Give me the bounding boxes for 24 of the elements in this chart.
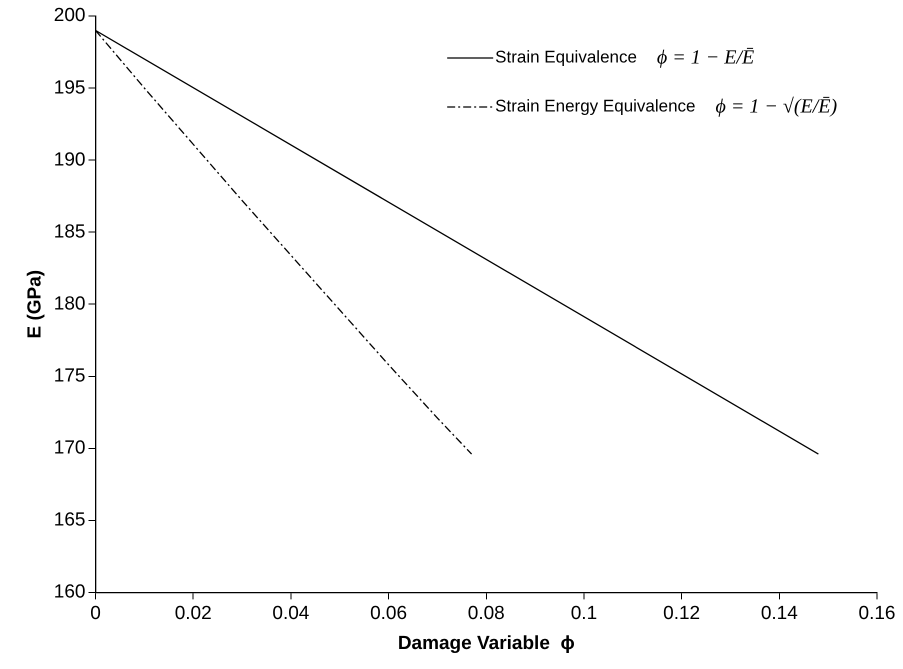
y-tick-label: 175 (54, 365, 86, 386)
x-tick-label: 0.12 (663, 603, 700, 624)
y-tick-label: 195 (54, 77, 86, 98)
legend-label: Strain Energy Equivalence (495, 96, 696, 116)
x-tick-label: 0.16 (858, 603, 896, 624)
y-tick-label: 170 (54, 438, 86, 459)
x-tick-label: 0 (90, 603, 101, 624)
x-tick-label: 0.04 (272, 603, 310, 624)
annotation: ϕ = 1 − √(E/Ē) (716, 95, 838, 118)
y-tick-label: 180 (54, 293, 86, 314)
x-tick-label: 0.08 (468, 603, 505, 624)
legend-label: Strain Equivalence (495, 48, 637, 67)
y-tick-label: 165 (54, 510, 86, 531)
annotation: ϕ = 1 − E/Ē (656, 46, 754, 68)
y-tick-label: 200 (54, 5, 86, 26)
y-tick-label: 160 (54, 582, 86, 603)
x-tick-label: 0.02 (174, 603, 212, 624)
y-tick-label: 185 (54, 221, 86, 242)
y-axis-title: E (GPa) (24, 270, 46, 339)
x-tick-label: 0.06 (370, 603, 408, 624)
x-tick-label: 0.14 (760, 603, 798, 624)
x-axis-title: Damage Variable ϕ (398, 632, 575, 654)
y-tick-label: 190 (54, 149, 86, 170)
x-tick-label: 0.1 (570, 603, 598, 624)
